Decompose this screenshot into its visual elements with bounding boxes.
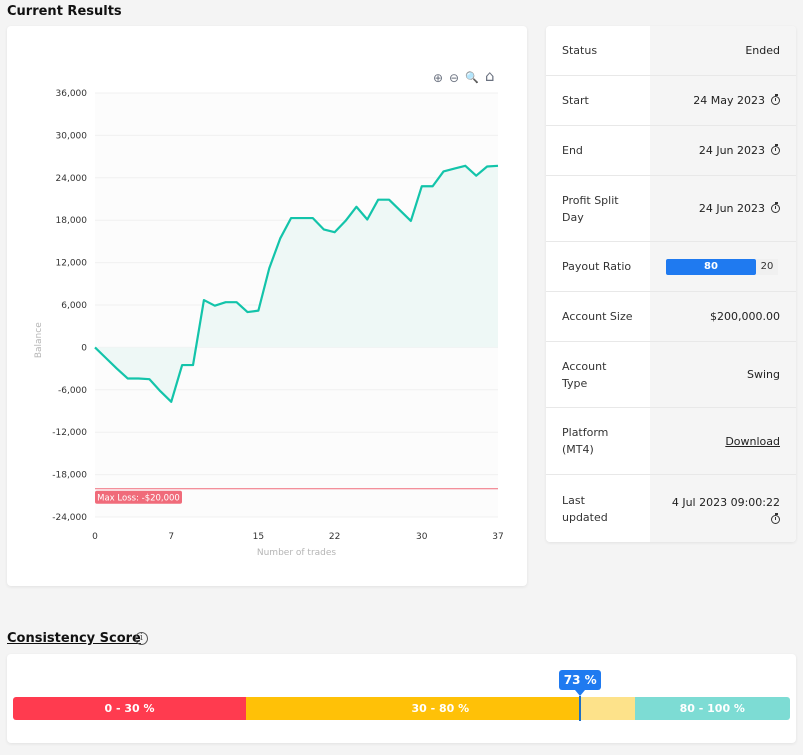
consistency-score-bar: 0 - 30 % 30 - 80 % 80 - 100 % — [13, 697, 790, 720]
y-tick-label: 30,000 — [56, 131, 88, 141]
score-segment: 30 - 80 % — [246, 697, 635, 720]
score-marker — [579, 696, 582, 721]
y-tick-label: 36,000 — [56, 89, 88, 99]
score-segment: 80 - 100 % — [634, 697, 790, 720]
account-type-label: Account Type — [546, 342, 650, 407]
info-row-payout-ratio: Payout Ratio 80 20 — [546, 242, 796, 292]
last-updated-label: Last updated — [546, 475, 650, 542]
current-results-title: Current Results — [7, 4, 122, 19]
info-row-profit-split-day: Profit Split Day 24 Jun 2023 — [546, 176, 796, 242]
consistency-score-card: 0 - 30 % 30 - 80 % 80 - 100 % 73 % — [7, 654, 796, 743]
y-tick-label: 6,000 — [61, 301, 87, 311]
y-tick-label: 0 — [81, 343, 87, 353]
max-loss-label-bg — [95, 490, 182, 504]
balance-chart-card: 36,000 30,000 24,000 18,000 12,000 6,000 0 -6,0… — [7, 26, 527, 586]
info-row-platform: Platform (MT4) Download — [546, 408, 796, 475]
balance-chart: 36,000 30,000 24,000 18,000 12,000 6,000 0 -6,0… — [34, 89, 504, 558]
payout-firm-share: 20 — [756, 258, 778, 275]
payout-ratio-label: Payout Ratio — [546, 242, 650, 291]
zoom-select-icon[interactable]: 🔍 — [465, 71, 479, 84]
account-info-table: Status Ended Start 24 May 2023 End 24 Ju… — [546, 26, 796, 542]
y-tick-label: -18,000 — [52, 471, 87, 481]
info-row-start: Start 24 May 2023 — [546, 76, 796, 126]
stopwatch-icon — [771, 512, 780, 524]
start-date: 24 May 2023 — [693, 94, 765, 107]
end-value: 24 Jun 2023 — [650, 126, 796, 175]
x-tick-label: 7 — [168, 532, 174, 542]
score-segment: 0 - 30 % — [13, 697, 247, 720]
platform-label: Platform (MT4) — [546, 408, 650, 474]
stopwatch-icon — [771, 94, 780, 105]
last-updated-value: 4 Jul 2023 09:00:22 — [650, 475, 796, 542]
zoom-in-icon[interactable]: ⊕ — [433, 71, 444, 85]
payout-ratio-value: 80 20 — [650, 242, 796, 291]
y-tick-label: -6,000 — [58, 386, 87, 396]
y-tick-label: -24,000 — [52, 513, 87, 523]
end-date: 24 Jun 2023 — [698, 144, 765, 157]
status-value: Ended — [650, 26, 796, 75]
profit-split-date: 24 Jun 2023 — [698, 202, 765, 215]
x-tick-label: 37 — [492, 532, 503, 542]
account-size-text: $200,000.00 — [710, 310, 780, 323]
payout-trader-share-bar: 80 — [666, 258, 756, 275]
score-segment-label: 30 - 80 % — [411, 702, 470, 715]
account-size-value: $200,000.00 — [650, 292, 796, 341]
y-axis-label: Balance — [34, 322, 44, 358]
x-tick-label: 15 — [253, 532, 264, 542]
start-label: Start — [546, 76, 650, 125]
info-row-end: End 24 Jun 2023 — [546, 126, 796, 176]
profit-split-day-value: 24 Jun 2023 — [650, 176, 796, 241]
payout-firm-share-text: 20 — [760, 261, 774, 272]
y-tick-label: 18,000 — [56, 216, 88, 226]
profit-split-day-label: Profit Split Day — [546, 176, 650, 241]
score-badge: 73 % — [559, 670, 602, 696]
x-tick-label: 30 — [416, 532, 428, 542]
download-link[interactable]: Download — [725, 434, 780, 448]
balance-area-fill — [95, 165, 498, 402]
consistency-score-title: Consistency Score — [7, 631, 141, 646]
stopwatch-icon — [771, 202, 780, 213]
x-axis-label: Number of trades — [257, 548, 337, 558]
status-label: Status — [546, 26, 650, 75]
end-label: End — [546, 126, 650, 175]
y-tick-label: 12,000 — [56, 259, 88, 269]
status-text: Ended — [745, 44, 780, 57]
stopwatch-icon — [771, 144, 780, 155]
info-row-last-updated: Last updated 4 Jul 2023 09:00:22 — [546, 475, 796, 542]
last-updated-text: 4 Jul 2023 09:00:22 — [671, 495, 780, 509]
info-row-status: Status Ended — [546, 26, 796, 76]
balance-series-line — [94, 164, 499, 403]
max-loss-label: Max Loss: -$20,000 — [97, 494, 180, 504]
account-size-label: Account Size — [546, 292, 650, 341]
account-type-value: Swing — [650, 342, 796, 407]
platform-value: Download — [650, 408, 796, 474]
x-tick-label: 0 — [92, 532, 98, 542]
info-icon[interactable]: i — [135, 632, 148, 645]
zoom-out-icon[interactable]: ⊖ — [449, 71, 460, 85]
y-tick-label: -12,000 — [52, 428, 87, 438]
info-row-account-size: Account Size $200,000.00 — [546, 292, 796, 342]
score-segment-label: 80 - 100 % — [679, 702, 745, 715]
payout-trader-share: 80 — [704, 261, 718, 272]
info-row-account-type: Account Type Swing — [546, 342, 796, 408]
y-tick-label: 24,000 — [56, 174, 88, 184]
reset-zoom-home-icon[interactable]: ⌂ — [485, 67, 495, 85]
account-type-text: Swing — [747, 368, 780, 381]
score-segment-label: 0 - 30 % — [104, 702, 155, 715]
start-value: 24 May 2023 — [650, 76, 796, 125]
x-tick-label: 22 — [329, 532, 340, 542]
